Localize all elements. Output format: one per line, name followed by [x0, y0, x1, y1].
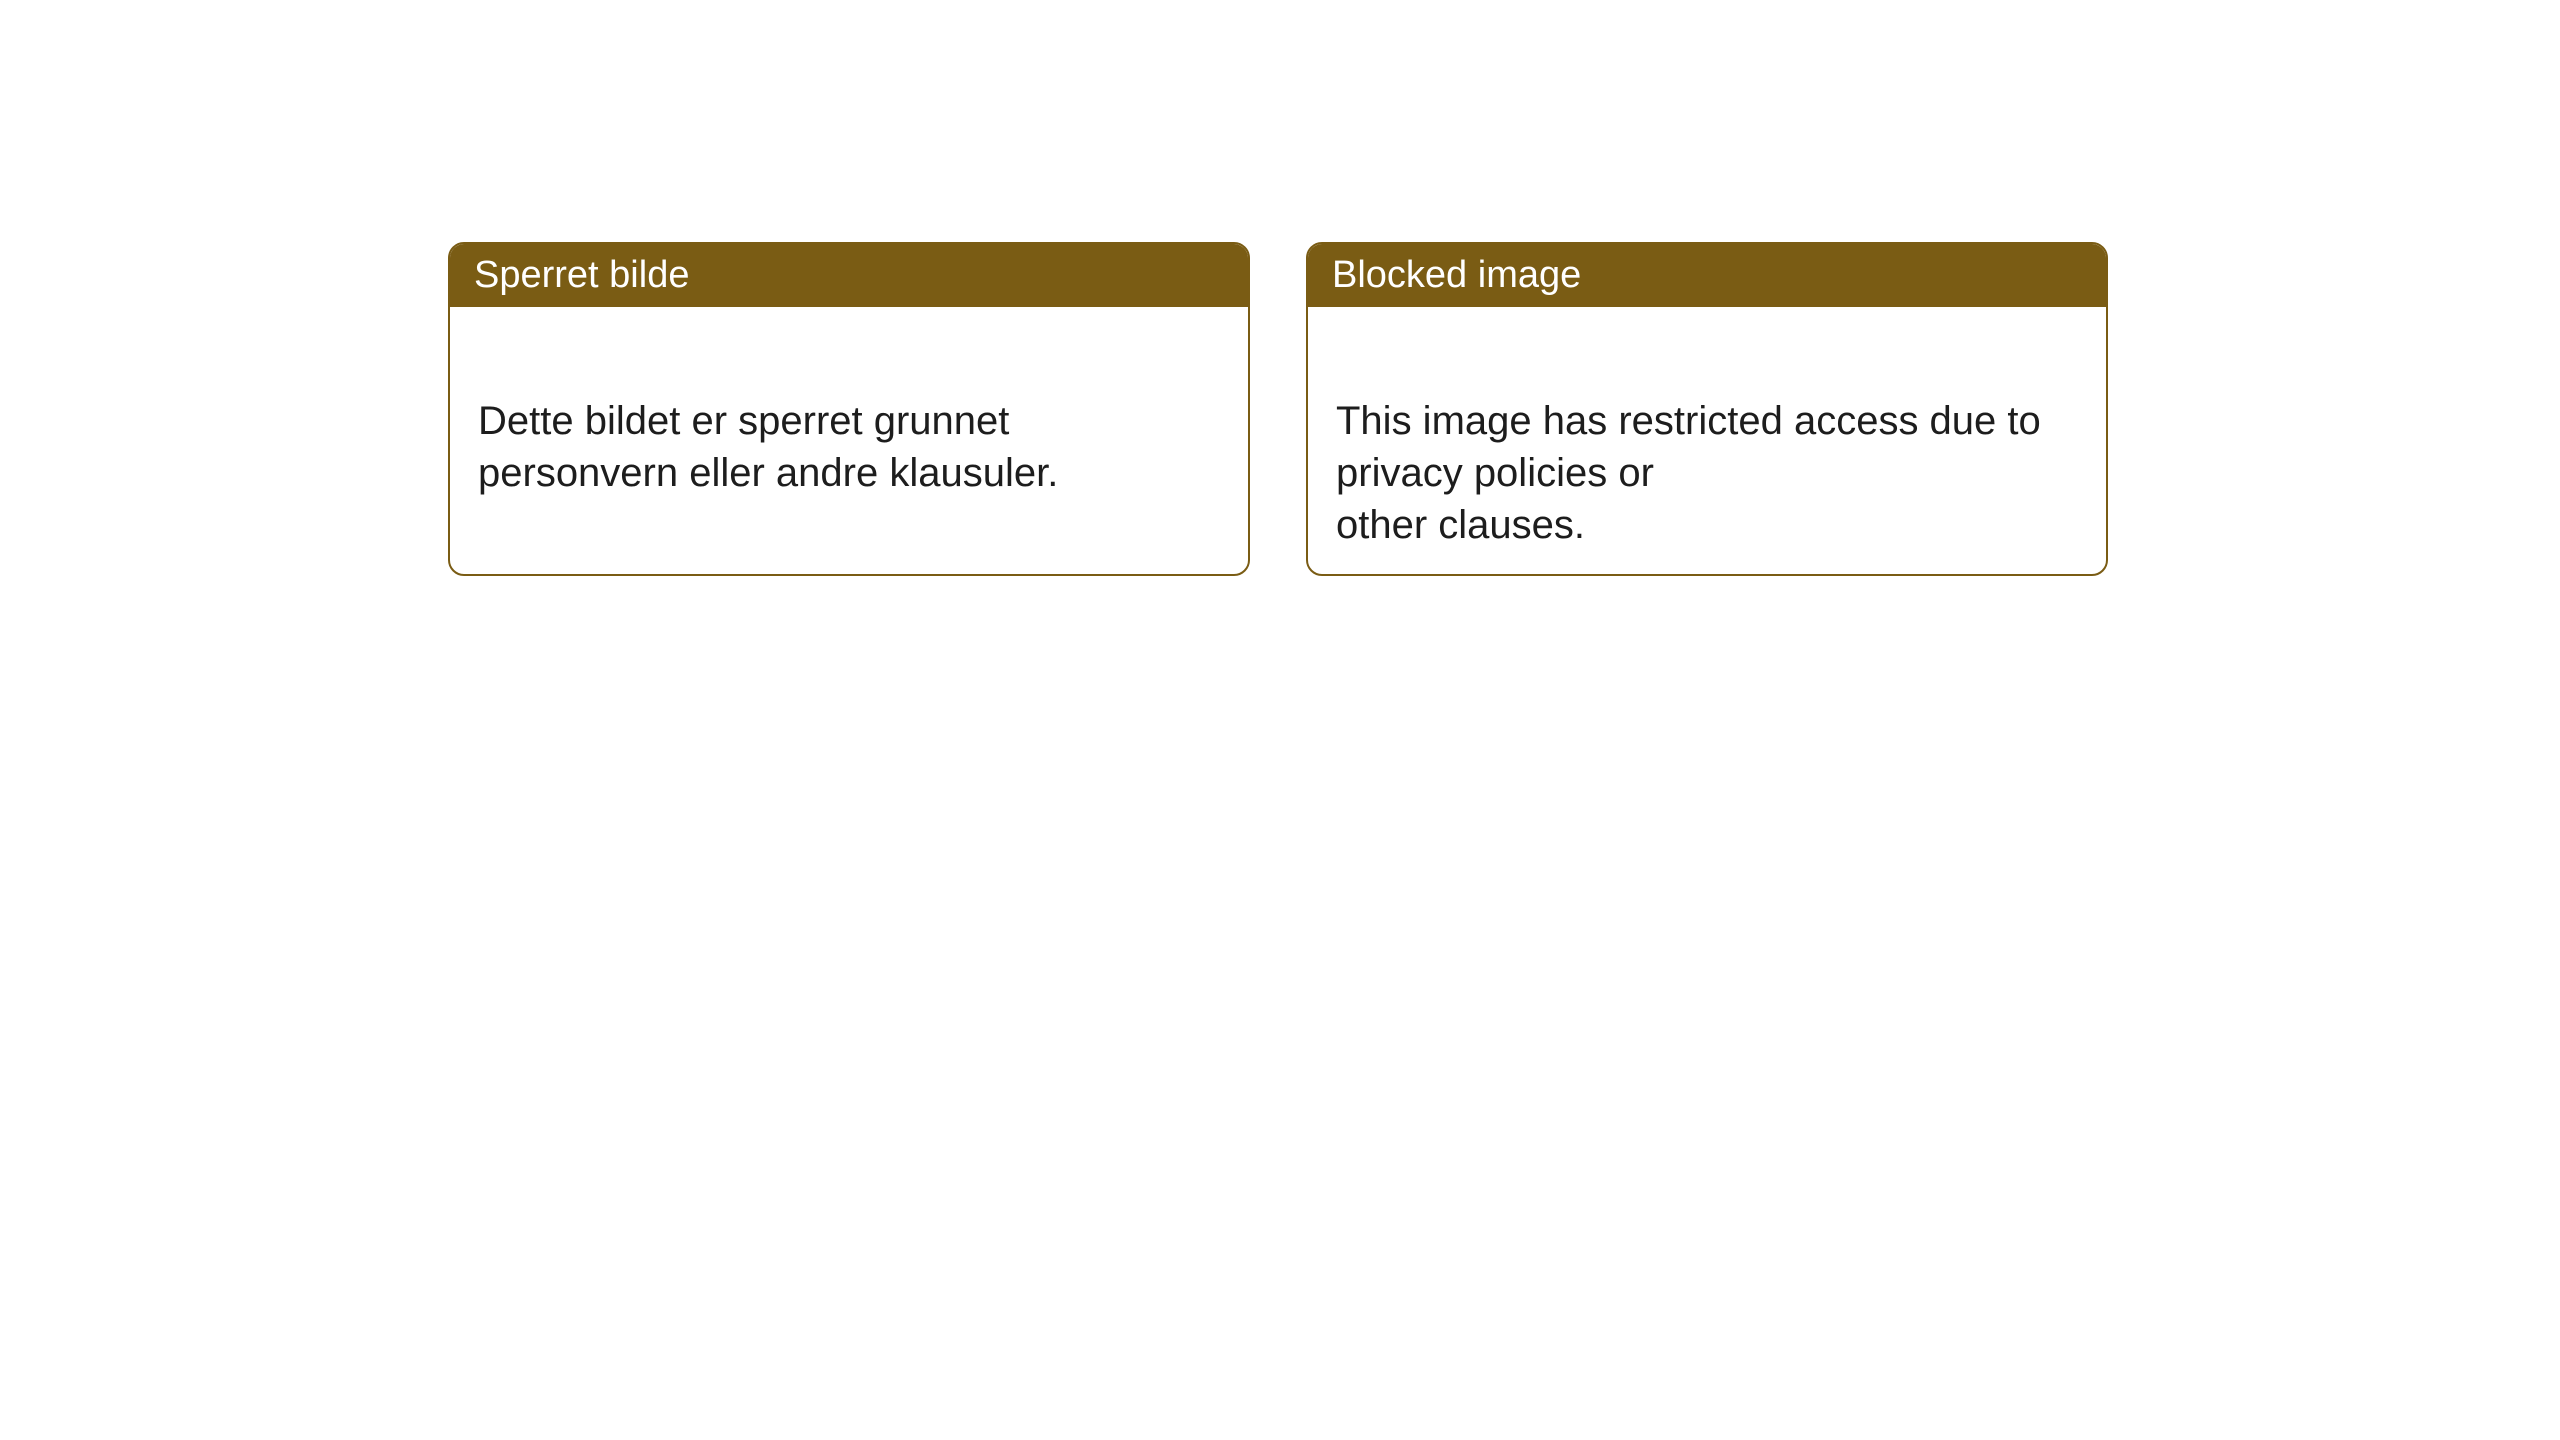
card-title: Blocked image [1332, 254, 1581, 296]
card-body-text: Dette bildet er sperret grunnet personve… [478, 399, 1058, 495]
card-body-text: This image has restricted access due to … [1336, 399, 2041, 547]
notice-card-english: Blocked image This image has restricted … [1306, 242, 2108, 576]
card-title: Sperret bilde [474, 254, 689, 296]
card-body: This image has restricted access due to … [1308, 307, 2106, 576]
card-header: Blocked image [1308, 244, 2106, 307]
card-body: Dette bildet er sperret grunnet personve… [450, 307, 1248, 535]
notice-card-norwegian: Sperret bilde Dette bildet er sperret gr… [448, 242, 1250, 576]
card-header: Sperret bilde [450, 244, 1248, 307]
notice-container: Sperret bilde Dette bildet er sperret gr… [0, 0, 2560, 576]
